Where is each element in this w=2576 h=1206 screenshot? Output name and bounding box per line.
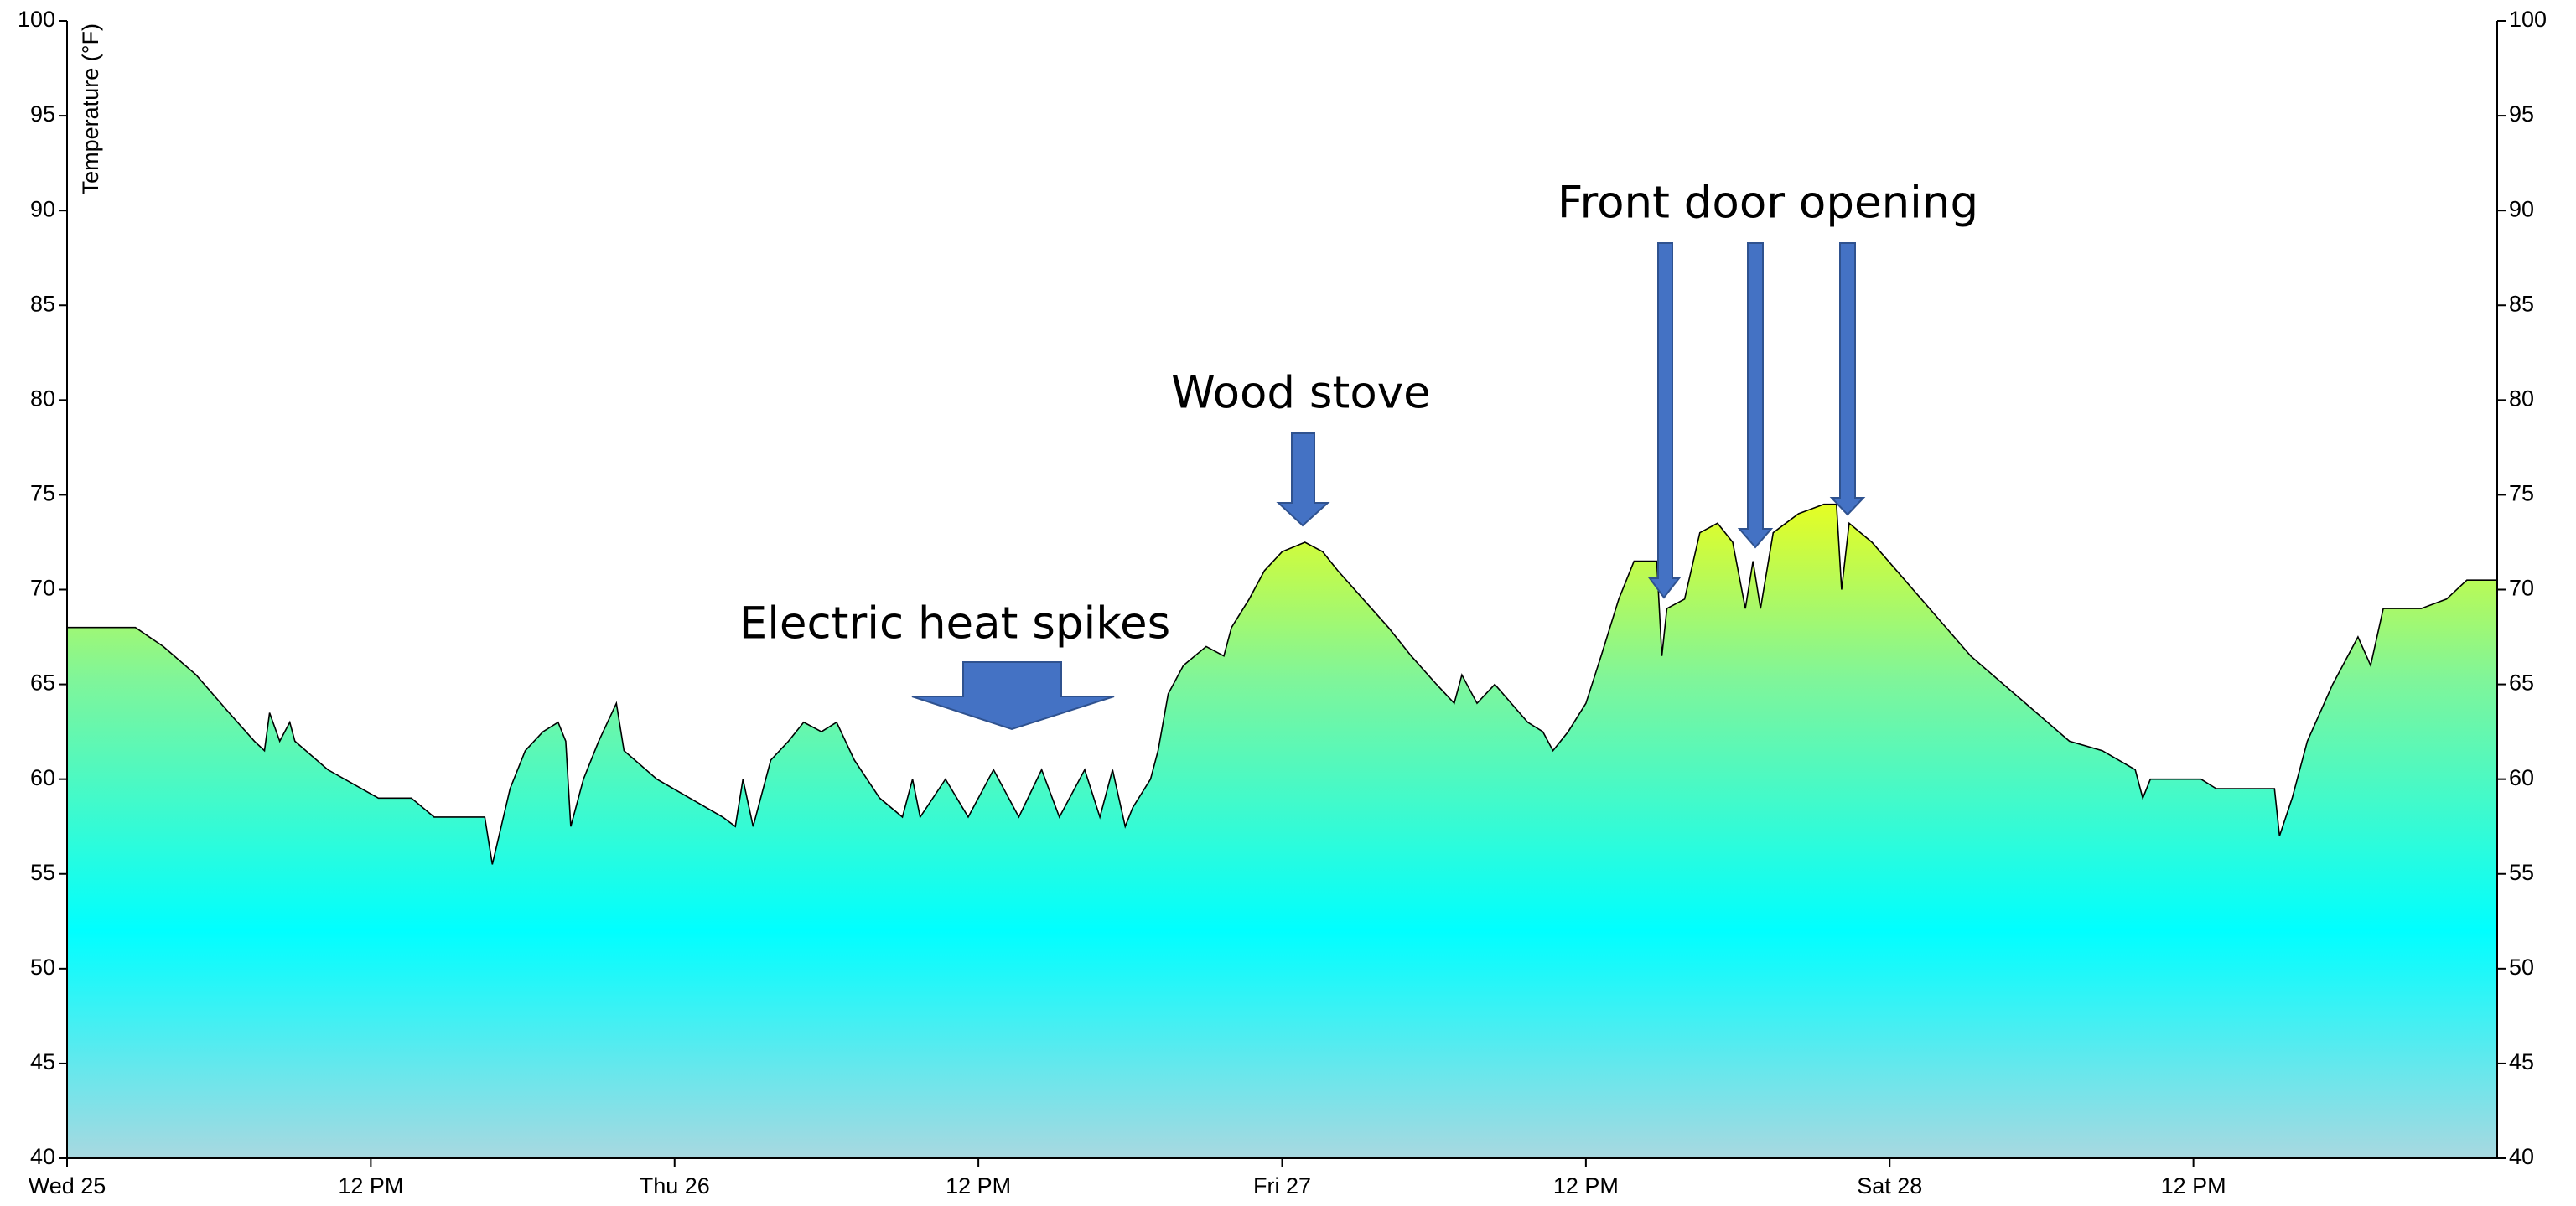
y-tick-label: 60 (30, 765, 55, 790)
arrow (1737, 242, 1774, 549)
y2-tick-label: 70 (2509, 576, 2534, 601)
x-tick-label: 12 PM (946, 1173, 1011, 1198)
y2-tick-label: 75 (2509, 481, 2534, 506)
y2-tick-label: 90 (2509, 196, 2534, 221)
y2-tick-label: 95 (2509, 101, 2534, 127)
y-tick-label: 40 (30, 1144, 55, 1169)
x-tick-label: Sat 28 (1857, 1173, 1922, 1198)
y-tick-label: 45 (30, 1049, 55, 1074)
line (67, 503, 2497, 865)
y-tick-label: 50 (30, 955, 55, 980)
y2-tick-label: 80 (2509, 386, 2534, 411)
area (67, 504, 2497, 1158)
y-tick-label: 95 (30, 101, 55, 127)
y-axis-title: Temperature (°F) (78, 23, 103, 194)
annotation: Electric heat spikes (739, 598, 1171, 650)
y2-tick-label: 55 (2509, 860, 2534, 885)
y-tick-label: 85 (30, 291, 55, 316)
arrow (911, 661, 1115, 731)
x-tick-label: 12 PM (338, 1173, 403, 1198)
arrow (1276, 432, 1330, 527)
x-tick-label: Thu 26 (640, 1173, 710, 1198)
y-tick-label: 65 (30, 670, 55, 696)
y-tick-label: 70 (30, 576, 55, 601)
annotation: Front door opening (1558, 178, 1978, 229)
y-tick-label: 55 (30, 860, 55, 885)
x-tick-label: Wed 25 (29, 1173, 106, 1198)
y2-tick-label: 100 (2509, 7, 2547, 32)
y2-tick-label: 85 (2509, 291, 2534, 316)
y2-tick-label: 60 (2509, 765, 2534, 790)
y-tick-label: 100 (18, 7, 55, 32)
y-tick-label: 80 (30, 386, 55, 411)
x-tick-label: Fri 27 (1253, 1173, 1311, 1198)
y2-tick-label: 50 (2509, 955, 2534, 980)
y2-tick-label: 65 (2509, 670, 2534, 696)
x-tick-label: 12 PM (2161, 1173, 2226, 1198)
y2-tick-label: 45 (2509, 1049, 2534, 1074)
arrow (1829, 242, 1866, 516)
annotation: Wood stove (1171, 368, 1430, 419)
y-tick-label: 90 (30, 196, 55, 221)
y2-tick-label: 40 (2509, 1144, 2534, 1169)
arrow (1648, 242, 1682, 599)
y-tick-label: 75 (30, 481, 55, 506)
x-tick-label: 12 PM (1553, 1173, 1619, 1198)
